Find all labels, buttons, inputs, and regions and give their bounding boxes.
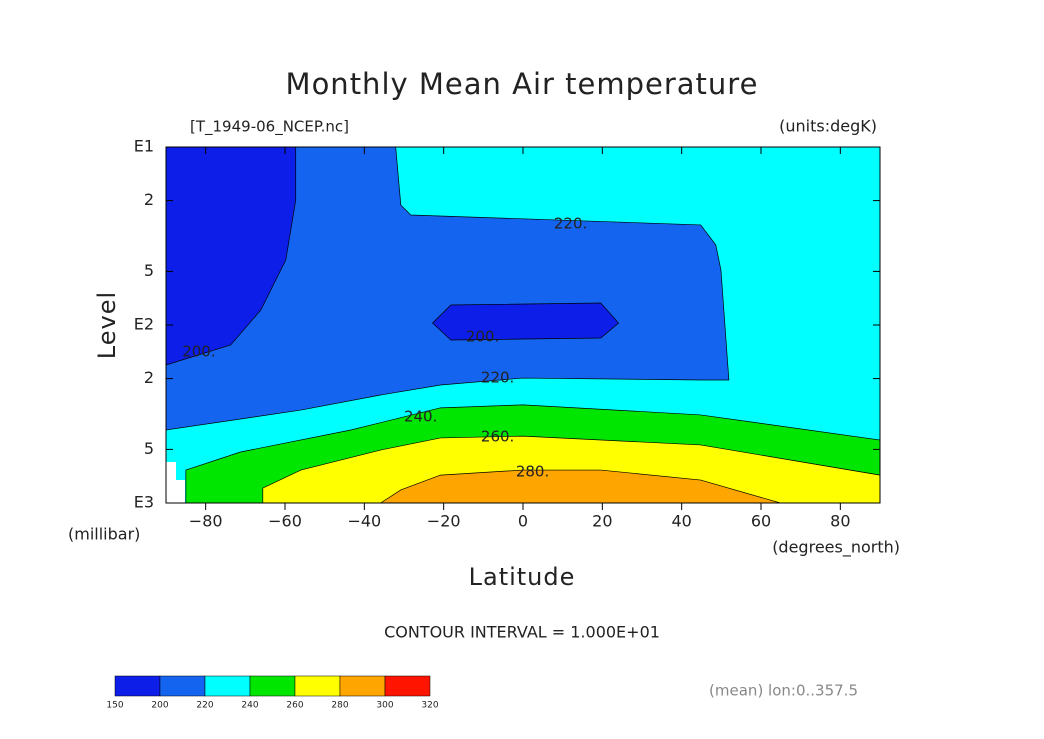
contour-region <box>165 146 730 431</box>
colorbar-label: 300 <box>376 701 393 711</box>
colorbar-label: 200 <box>151 701 168 711</box>
x-axis-label: Latitude <box>469 563 576 591</box>
contour-region <box>379 469 781 504</box>
x-tick-label: 40 <box>671 512 691 531</box>
y-tick-label: 2 <box>144 190 154 209</box>
y-tick-label: 5 <box>144 261 154 280</box>
contour-label: 240. <box>404 408 437 426</box>
y-tick-label: 5 <box>144 439 154 458</box>
colorbar-band <box>159 675 206 697</box>
x-tick-label: 0 <box>518 512 528 531</box>
x-axis-units: (degrees_north) <box>772 538 900 558</box>
x-tick-label: −80 <box>189 512 223 531</box>
contour-label: 220. <box>554 215 587 233</box>
units-label: (units:degK) <box>779 117 877 136</box>
colorbar-band <box>384 675 431 697</box>
averaging-note: (mean) lon:0..357.5 <box>709 682 858 700</box>
contour-label: 260. <box>481 427 514 445</box>
colorbar-band <box>114 675 161 697</box>
x-tick-label: 80 <box>830 512 850 531</box>
contour-label: 200. <box>466 328 499 346</box>
y-tick-label: E1 <box>134 137 154 156</box>
colorbar-label: 280 <box>331 701 348 711</box>
missing-data <box>166 462 185 503</box>
contour-label: 280. <box>516 462 549 480</box>
x-tick-label: −20 <box>427 512 461 531</box>
colorbar: 150 200 220 240 260 280 300 320 <box>106 675 439 711</box>
colorbar-label: 240 <box>241 701 258 711</box>
colorbar-label: 220 <box>196 701 213 711</box>
y-axis-label: Level <box>93 291 121 359</box>
y-axis-units: (millibar) <box>68 525 140 544</box>
y-tick-label: 2 <box>144 368 154 387</box>
plot-area <box>165 146 881 504</box>
dataset-name: [T_1949-06_NCEP.nc] <box>190 118 349 137</box>
colorbar-label: 260 <box>286 701 303 711</box>
contour-region <box>165 146 297 366</box>
colorbar-band <box>339 675 386 697</box>
x-tick-label: −60 <box>268 512 302 531</box>
colorbar-band <box>294 675 341 697</box>
colorbar-label: 320 <box>421 701 438 711</box>
x-tick-label: 60 <box>751 512 771 531</box>
y-tick-label: E3 <box>134 493 154 512</box>
x-tick-label: −40 <box>347 512 381 531</box>
contour-region <box>432 302 620 341</box>
contour-interval: CONTOUR INTERVAL = 1.000E+01 <box>384 623 660 642</box>
colorbar-band <box>204 675 251 697</box>
chart-title: Monthly Mean Air temperature <box>286 67 759 101</box>
colorbar-label: 150 <box>106 701 123 711</box>
contour-label: 220. <box>481 369 514 387</box>
contour-label: 200. <box>182 343 215 361</box>
x-tick-label: 20 <box>592 512 612 531</box>
y-tick-label: E2 <box>134 315 154 334</box>
colorbar-band <box>249 675 296 697</box>
